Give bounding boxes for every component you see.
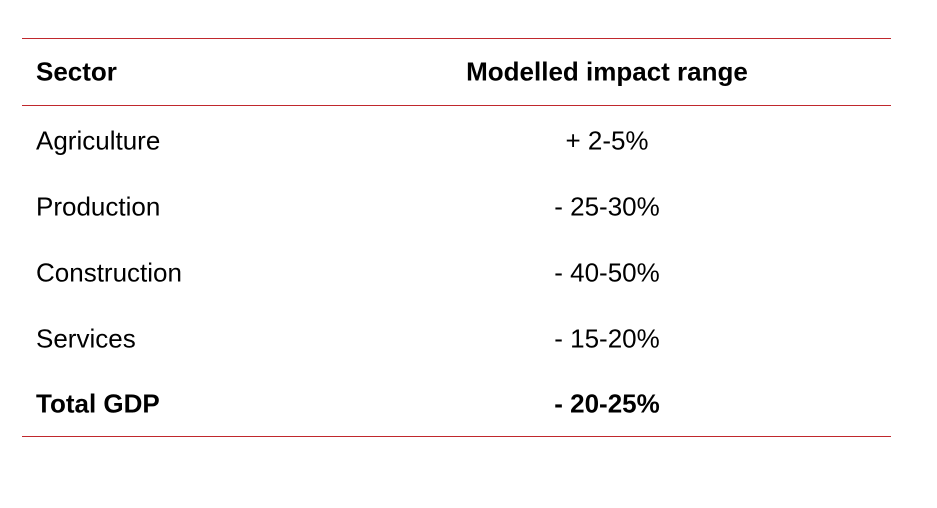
header-impact: Modelled impact range: [466, 56, 748, 87]
row-sector: Production: [36, 191, 161, 222]
row-sector: Construction: [36, 257, 182, 288]
row-impact: - 15-20%: [554, 323, 660, 354]
total-impact: - 20-25%: [554, 388, 660, 419]
bottom-rule: [22, 436, 891, 437]
table-total-row: Total GDP - 20-25%: [22, 372, 891, 436]
top-rule: [22, 38, 891, 39]
table-row: Production - 25-30%: [22, 174, 891, 240]
table-row: Agriculture + 2-5%: [22, 108, 891, 174]
row-sector: Services: [36, 323, 136, 354]
row-impact: - 25-30%: [554, 191, 660, 222]
table-row: Construction - 40-50%: [22, 240, 891, 306]
header-sector: Sector: [36, 56, 117, 87]
row-impact: + 2-5%: [565, 125, 649, 156]
impact-table: Sector Modelled impact range Agriculture…: [22, 38, 891, 437]
row-impact: - 40-50%: [554, 257, 660, 288]
total-sector: Total GDP: [36, 388, 160, 419]
table-row: Services - 15-20%: [22, 306, 891, 372]
table-header-row: Sector Modelled impact range: [22, 39, 891, 105]
row-sector: Agriculture: [36, 125, 161, 156]
header-rule: [22, 105, 891, 106]
